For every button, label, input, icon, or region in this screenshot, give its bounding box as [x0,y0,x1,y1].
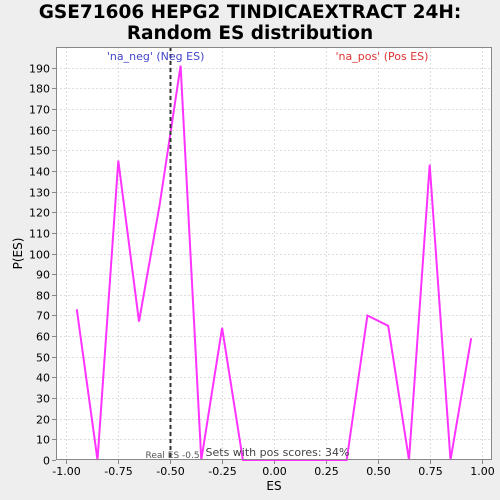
y-tick-label: 30 [36,393,50,406]
y-tick-label: 80 [36,290,50,303]
y-tick-label: 160 [29,125,50,138]
x-axis-label: ES [266,479,281,493]
x-tick-label: 0.00 [262,465,287,478]
y-tick-label: 190 [29,63,50,76]
x-tick-label: -0.75 [104,465,132,478]
x-tick-label: 0.25 [314,465,339,478]
x-tick-label: 0.50 [366,465,391,478]
chart-title: GSE71606 HEPG2 TINDICAEXTRACT 24H: Rando… [0,2,500,44]
plot-border [56,47,492,460]
y-tick-label: 150 [29,145,50,158]
grid-lines [56,47,492,460]
y-tick-label: 170 [29,104,50,117]
y-tick-label: 10 [36,434,50,447]
y-tick-label: 130 [29,187,50,200]
y-tick-label: 50 [36,352,50,365]
y-tick-label: 0 [43,455,50,468]
axis-ticks: 0 10 20 30 40 50 60 70 80 90 100 110 120 130 140 150 160… [29,63,495,479]
y-tick-label: 110 [29,228,50,241]
y-tick-label: 60 [36,331,50,344]
x-tick-label: -0.25 [208,465,236,478]
x-tick-label: 0.75 [418,465,443,478]
y-axis-label: P(ES) [11,238,25,270]
y-tick-label: 180 [29,83,50,96]
y-tick-label: 140 [29,166,50,179]
pos-es-label: 'na_pos' (Pos ES) [336,50,429,63]
neg-es-label: 'na_neg' (Neg ES) [107,50,204,63]
chart-title-line-1: GSE71606 HEPG2 TINDICAEXTRACT 24H: [38,2,462,23]
x-tick-label: -1.00 [52,465,80,478]
y-tick-label: 40 [36,372,50,385]
y-tick-label: 120 [29,207,50,220]
y-tick-label: 20 [36,414,50,427]
pos-scores-label: Sets with pos scores: 34% [206,446,350,459]
y-tick-label: 70 [36,310,50,323]
y-tick-label: 100 [29,249,50,262]
real-es-label: Real ES -0.5 [146,451,200,461]
x-tick-label: 1.00 [470,465,495,478]
x-tick-label: -0.50 [156,465,184,478]
y-tick-label: 90 [36,269,50,282]
chart-title-line-2: Random ES distribution [126,23,374,44]
